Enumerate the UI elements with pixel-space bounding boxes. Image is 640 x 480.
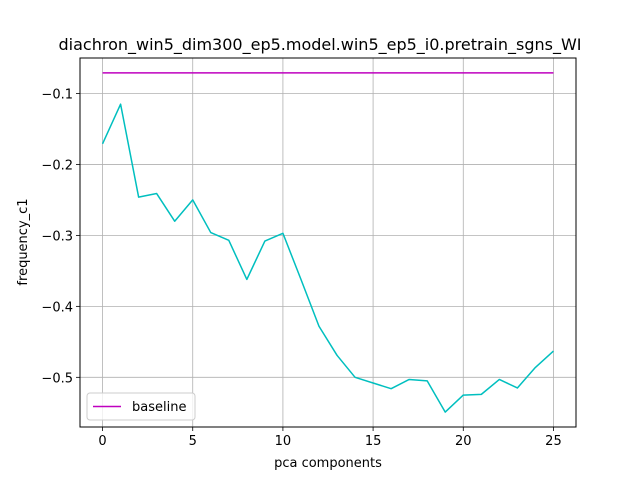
series-layer	[101, 72, 554, 413]
y-axis-label: frequency_c1	[16, 198, 31, 285]
legend-label-baseline: baseline	[132, 400, 186, 415]
ticks: 0 5 10 15 20 25 −0.5 −0.4 −0.3 −0.2 −0.1	[41, 87, 561, 449]
legend: baseline	[86, 392, 196, 421]
x-tick-label: 0	[98, 434, 106, 449]
plot-area-frame	[79, 57, 577, 428]
x-tick-label: 10	[275, 434, 292, 449]
y-tick-label: −0.3	[41, 229, 73, 244]
x-tick-label: 15	[365, 434, 382, 449]
x-tick-label: 25	[545, 434, 562, 449]
x-tick-label: 5	[189, 434, 197, 449]
chart-title: diachron_win5_dim300_ep5.model.win5_ep5_…	[59, 35, 582, 55]
y-tick-label: −0.2	[41, 158, 73, 173]
series-line-1	[101, 103, 554, 413]
legend-box	[86, 392, 196, 421]
grid	[80, 58, 576, 427]
y-tick-label: −0.5	[41, 371, 73, 386]
x-axis-label: pca components	[274, 456, 382, 471]
y-tick-label: −0.4	[41, 300, 73, 315]
y-tick-label: −0.1	[41, 87, 73, 102]
x-tick-label: 20	[455, 434, 472, 449]
